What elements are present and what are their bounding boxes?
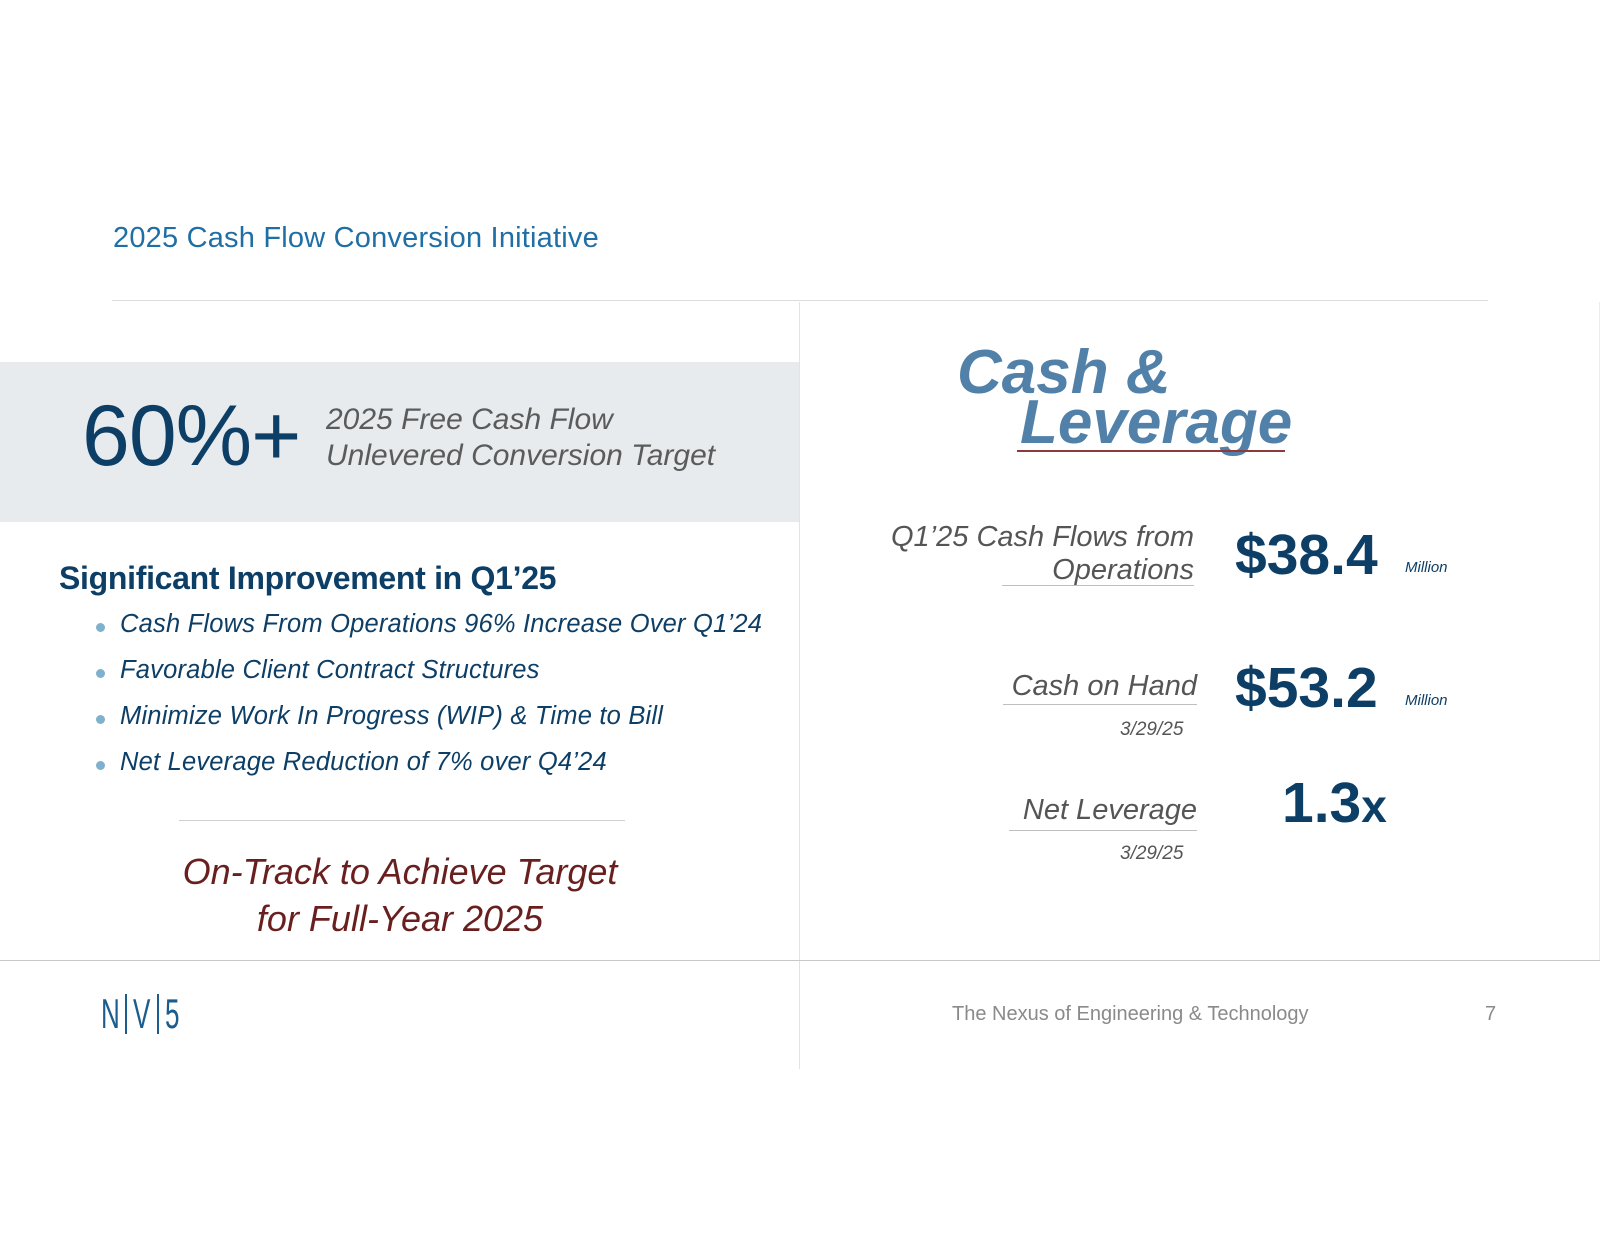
net-leverage-rule — [1009, 830, 1197, 831]
ontrack-line1: On-Track to Achieve Target — [182, 851, 618, 892]
bullet-icon — [96, 715, 105, 724]
improvement-heading: Significant Improvement in Q1’25 — [59, 560, 557, 596]
page-number: 7 — [1485, 1003, 1497, 1025]
net-leverage-number: 1.3 — [1282, 771, 1362, 835]
logo-letter: N — [101, 990, 120, 1037]
improvement-list: Cash Flows From Operations 96% Increase … — [95, 610, 762, 794]
cash-on-hand-label: Cash on Hand — [1011, 670, 1197, 702]
list-item: Cash Flows From Operations 96% Increase … — [95, 610, 762, 656]
conversion-target-description: 2025 Free Cash Flow Unlevered Conversion… — [326, 402, 715, 474]
ontrack-statement: On-Track to Achieve Target for Full-Year… — [140, 848, 660, 942]
bullet-icon — [96, 623, 105, 632]
target-band — [0, 362, 799, 522]
logo-letter: 5 — [165, 990, 180, 1037]
cash-leverage-title-underline — [1017, 450, 1285, 452]
footer-tagline: The Nexus of Engineering & Technology — [952, 1003, 1309, 1025]
list-item-text: Minimize Work In Progress (WIP) & Time t… — [120, 702, 664, 730]
logo-divider — [125, 994, 127, 1034]
net-leverage-suffix: x — [1361, 780, 1387, 832]
conversion-target-value: 60%+ — [82, 388, 301, 484]
cash-on-hand-unit: Million — [1405, 692, 1448, 709]
list-item: Favorable Client Contract Structures — [95, 656, 762, 702]
cash-leverage-title-line1: Cash & — [957, 338, 1171, 407]
ontrack-divider — [179, 820, 625, 821]
cash-flow-ops-label-line1: Q1’25 Cash Flows from — [891, 521, 1194, 553]
cash-on-hand-value: $53.2 — [1235, 656, 1378, 720]
net-leverage-date: 3/29/25 — [1120, 843, 1184, 864]
page-title: 2025 Cash Flow Conversion Initiative — [113, 222, 599, 254]
list-item: Minimize Work In Progress (WIP) & Time t… — [95, 702, 762, 748]
cash-on-hand-date: 3/29/25 — [1120, 719, 1184, 740]
cash-flow-ops-label-line2: Operations — [1052, 554, 1194, 586]
cash-flow-ops-rule — [1002, 585, 1194, 586]
list-item-text: Net Leverage Reduction of 7% over Q4’24 — [120, 748, 607, 776]
target-description-line1: 2025 Free Cash Flow — [326, 403, 613, 436]
ontrack-line2: for Full-Year 2025 — [256, 898, 544, 939]
net-leverage-label: Net Leverage — [1022, 794, 1197, 826]
cash-on-hand-rule — [1003, 704, 1197, 705]
logo-letter: V — [133, 990, 151, 1037]
cash-leverage-title-line2: Leverage — [1020, 388, 1293, 457]
list-item: Net Leverage Reduction of 7% over Q4’24 — [95, 748, 762, 794]
title-divider — [112, 300, 1488, 301]
net-leverage-value: 1.3x — [1282, 775, 1387, 832]
logo-divider — [157, 994, 159, 1034]
bullet-icon — [96, 761, 105, 770]
footer-divider — [0, 960, 1600, 961]
cash-flow-ops-label: Q1’25 Cash Flows from Operations — [891, 521, 1194, 587]
target-description-line2: Unlevered Conversion Target — [326, 439, 716, 472]
list-item-text: Cash Flows From Operations 96% Increase … — [120, 610, 763, 638]
list-item-text: Favorable Client Contract Structures — [120, 656, 540, 684]
column-divider — [799, 302, 800, 1069]
cash-flow-ops-value: $38.4 — [1235, 523, 1378, 587]
bullet-icon — [96, 669, 105, 678]
cash-flow-ops-unit: Million — [1405, 559, 1448, 576]
company-logo: N V 5 — [101, 993, 183, 1035]
